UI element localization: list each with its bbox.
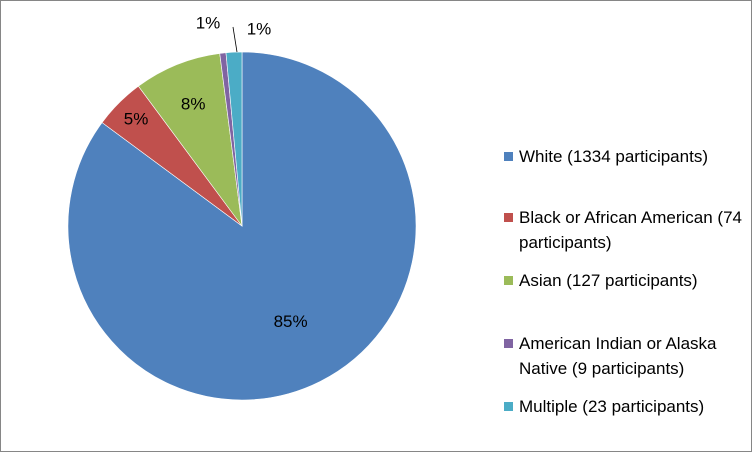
- data-label-american-indian: 1%: [196, 13, 221, 32]
- legend-label-white: White (1334 participants): [519, 147, 708, 166]
- legend-label-american-indian: American Indian or Alaska Native (9 part…: [519, 334, 717, 378]
- data-label-black: 5%: [124, 110, 149, 129]
- legend-swatch-american-indian: [504, 339, 513, 348]
- legend-swatch-asian: [504, 276, 513, 285]
- legend-swatch-black: [504, 213, 513, 222]
- legend-item-white: White (1334 participants): [498, 144, 744, 169]
- legend-label-asian: Asian (127 participants): [519, 271, 698, 290]
- legend-item-american-indian: American Indian or Alaska Native (9 part…: [498, 331, 744, 381]
- legend-item-multiple: Multiple (23 participants): [498, 394, 744, 419]
- legend-swatch-white: [504, 152, 513, 161]
- data-label-asian: 8%: [181, 94, 206, 113]
- leader-line-american-indian: [232, 26, 238, 53]
- legend-item-asian: Asian (127 participants): [498, 268, 744, 293]
- data-label-multiple: 1%: [247, 19, 272, 38]
- legend-swatch-multiple: [504, 402, 513, 411]
- pie-slice-asian: [138, 53, 243, 228]
- legend-item-black: Black or African American (74 participan…: [498, 205, 744, 255]
- legend-label-black: Black or African American (74 participan…: [519, 208, 742, 252]
- pie-slice-multiple: [225, 51, 243, 227]
- legend-label-multiple: Multiple (23 participants): [519, 397, 705, 416]
- data-label-white: 85%: [274, 312, 308, 331]
